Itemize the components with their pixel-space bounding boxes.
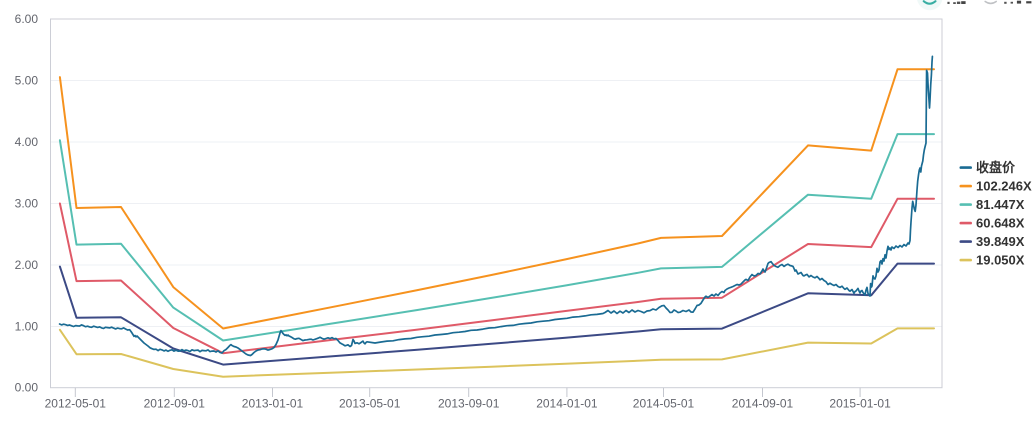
svg-text:2013-09-01: 2013-09-01 [438,397,500,411]
svg-text:102.246X: 102.246X [976,179,1032,194]
svg-text:2012-09-01: 2012-09-01 [144,397,206,411]
svg-text:19.050X: 19.050X [976,253,1025,268]
svg-text:2014-01-01: 2014-01-01 [536,397,598,411]
svg-text:5.00: 5.00 [15,74,39,88]
svg-text:2015-01-01: 2015-01-01 [829,397,891,411]
svg-text:2.00: 2.00 [15,258,39,272]
svg-text:81.447X: 81.447X [976,197,1025,212]
svg-text:收盘价: 收盘价 [976,160,1016,175]
svg-text:2012-05-01: 2012-05-01 [45,397,107,411]
svg-text:6.00: 6.00 [15,12,39,26]
svg-text:0.00: 0.00 [15,381,39,395]
svg-text:3.00: 3.00 [15,197,39,211]
svg-text:2014-09-01: 2014-09-01 [732,397,794,411]
svg-text:2013-05-01: 2013-05-01 [339,397,401,411]
svg-text:2014-05-01: 2014-05-01 [633,397,695,411]
svg-text:4.00: 4.00 [15,135,39,149]
svg-text:2013-01-01: 2013-01-01 [242,397,304,411]
svg-text:60.648X: 60.648X [976,216,1025,231]
svg-text:39.849X: 39.849X [976,234,1025,249]
svg-text:1.00: 1.00 [15,320,39,334]
